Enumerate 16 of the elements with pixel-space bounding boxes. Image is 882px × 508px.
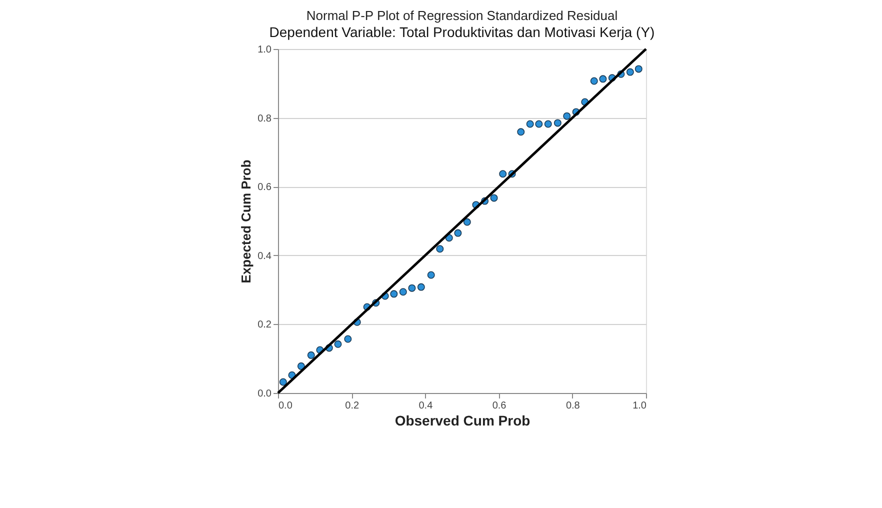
x-tick-label: 0.0: [278, 400, 293, 412]
y-tick-label: 0.6: [258, 182, 272, 194]
chart-title: Normal P-P Plot of Regression Standardized Residual: [306, 8, 618, 23]
chart-subtitle: Dependent Variable: Total Produktivitas dan Motivasi Kerja (Y): [269, 24, 655, 40]
y-tick-label: 0.2: [258, 320, 272, 331]
x-tick-label: 0.2: [345, 400, 360, 412]
x-tick-label: 1.0: [632, 400, 647, 412]
y-tick-label: 1.0: [258, 44, 272, 56]
y-tick-label: 0.4: [258, 250, 272, 262]
x-tick-label: 0.8: [566, 400, 580, 412]
x-tick-label: 0.6: [492, 400, 507, 412]
x-tick-label: 0.4: [418, 400, 434, 412]
y-tick-label: 0.8: [258, 113, 272, 124]
y-axis-title: Expected Cum Prob: [238, 160, 254, 284]
y-tick-label: 0.0: [258, 388, 272, 400]
x-axis-title: Observed Cum Prob: [394, 412, 530, 428]
